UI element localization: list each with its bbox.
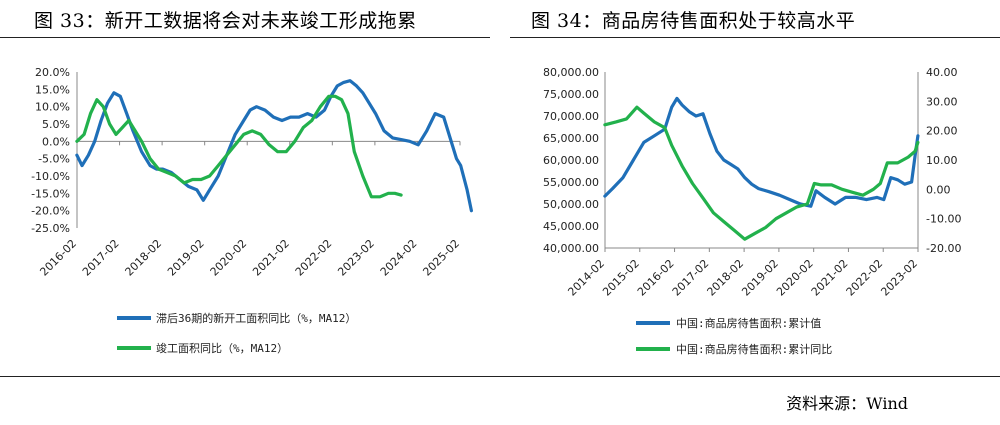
title-divider-right [510,37,1000,38]
right-y-right-tick-label: 30.00 [926,95,958,108]
left-y-tick-label: -25.0% [31,222,70,235]
left-y-tick-label: 5.0% [42,118,70,131]
right-x-tick-label: 2014-02 [565,257,607,299]
left-y-tick-label: -20.0% [31,205,70,218]
right-series-line-inventory [603,96,920,208]
left-x-tick-label: 2025-02 [420,237,462,279]
left-legend-label: 竣工面积同比（%，MA12） [156,341,288,355]
right-x-tick-label: 2017-02 [670,257,712,299]
left-y-tick-label: -5.0% [38,153,70,166]
right-x-tick-label: 2019-02 [739,257,781,299]
right-y-left-tick-label: 70,000.00 [543,110,599,123]
left-x-tick-label: 2023-02 [335,237,377,279]
chart-right-title: 图 34：商品房待售面积处于较高水平 [531,10,856,32]
right-y-left-tick-label: 45,000.00 [543,220,599,233]
left-series-line-lagged-new-starts [75,79,473,213]
left-x-tick-label: 2024-02 [378,237,420,279]
right-y-left-tick-label: 80,000.00 [543,66,599,79]
left-x-tick-label: 2018-02 [123,237,165,279]
left-series-line-completions [75,94,403,199]
right-y-left-tick-label: 65,000.00 [543,132,599,145]
left-y-tick-label: -15.0% [31,187,70,200]
right-y-right-tick-label: -20.00 [926,242,961,255]
chart-left-title: 图 33：新开工数据将会对未来竣工形成拖累 [34,10,417,32]
left-y-tick-label: 10.0% [35,101,70,114]
right-y-left-tick-label: 75,000.00 [543,88,599,101]
source-note: 资料来源：Wind [786,394,908,413]
left-y-tick-label: -10.0% [31,170,70,183]
right-y-right-tick-label: -10.00 [926,213,961,226]
left-x-tick-label: 2016-02 [37,237,79,279]
right-y-left-tick-label: 50,000.00 [543,198,599,211]
right-y-left-tick-label: 55,000.00 [543,176,599,189]
footer-divider [0,376,1000,377]
left-x-tick-label: 2019-02 [165,237,207,279]
right-x-tick-label: 2016-02 [635,257,677,299]
left-y-tick-label: 15.0% [35,83,70,96]
right-y-right-tick-label: 40.00 [926,66,958,79]
right-x-tick-label: 2023-02 [878,257,920,299]
right-x-tick-label: 2020-02 [774,257,816,299]
right-y-left-tick-label: 60,000.00 [543,154,599,167]
left-y-tick-label: 0.0% [42,135,70,148]
left-legend-label: 滞后36期的新开工面积同比（%，MA12） [156,311,356,325]
right-x-tick-label: 2015-02 [600,257,642,299]
left-y-tick-label: 20.0% [35,66,70,79]
left-x-tick-label: 2017-02 [80,237,122,279]
right-x-tick-label: 2022-02 [844,257,886,299]
title-divider-left [0,37,490,38]
right-series-line-inventory-yoy [603,105,920,241]
right-y-right-tick-label: 20.00 [926,125,958,138]
right-x-tick-label: 2021-02 [809,257,851,299]
left-x-tick-label: 2022-02 [293,237,335,279]
right-legend-label: 中国:商品房待售面积:累计值 [676,316,821,330]
right-y-left-tick-label: 40,000.00 [543,242,599,255]
right-legend-label: 中国:商品房待售面积:累计同比 [676,342,832,356]
left-x-tick-label: 2020-02 [208,237,250,279]
right-y-right-tick-label: 10.00 [926,154,958,167]
right-x-tick-label: 2018-02 [705,257,747,299]
right-y-right-tick-label: 0.00 [926,183,951,196]
left-x-tick-label: 2021-02 [250,237,292,279]
